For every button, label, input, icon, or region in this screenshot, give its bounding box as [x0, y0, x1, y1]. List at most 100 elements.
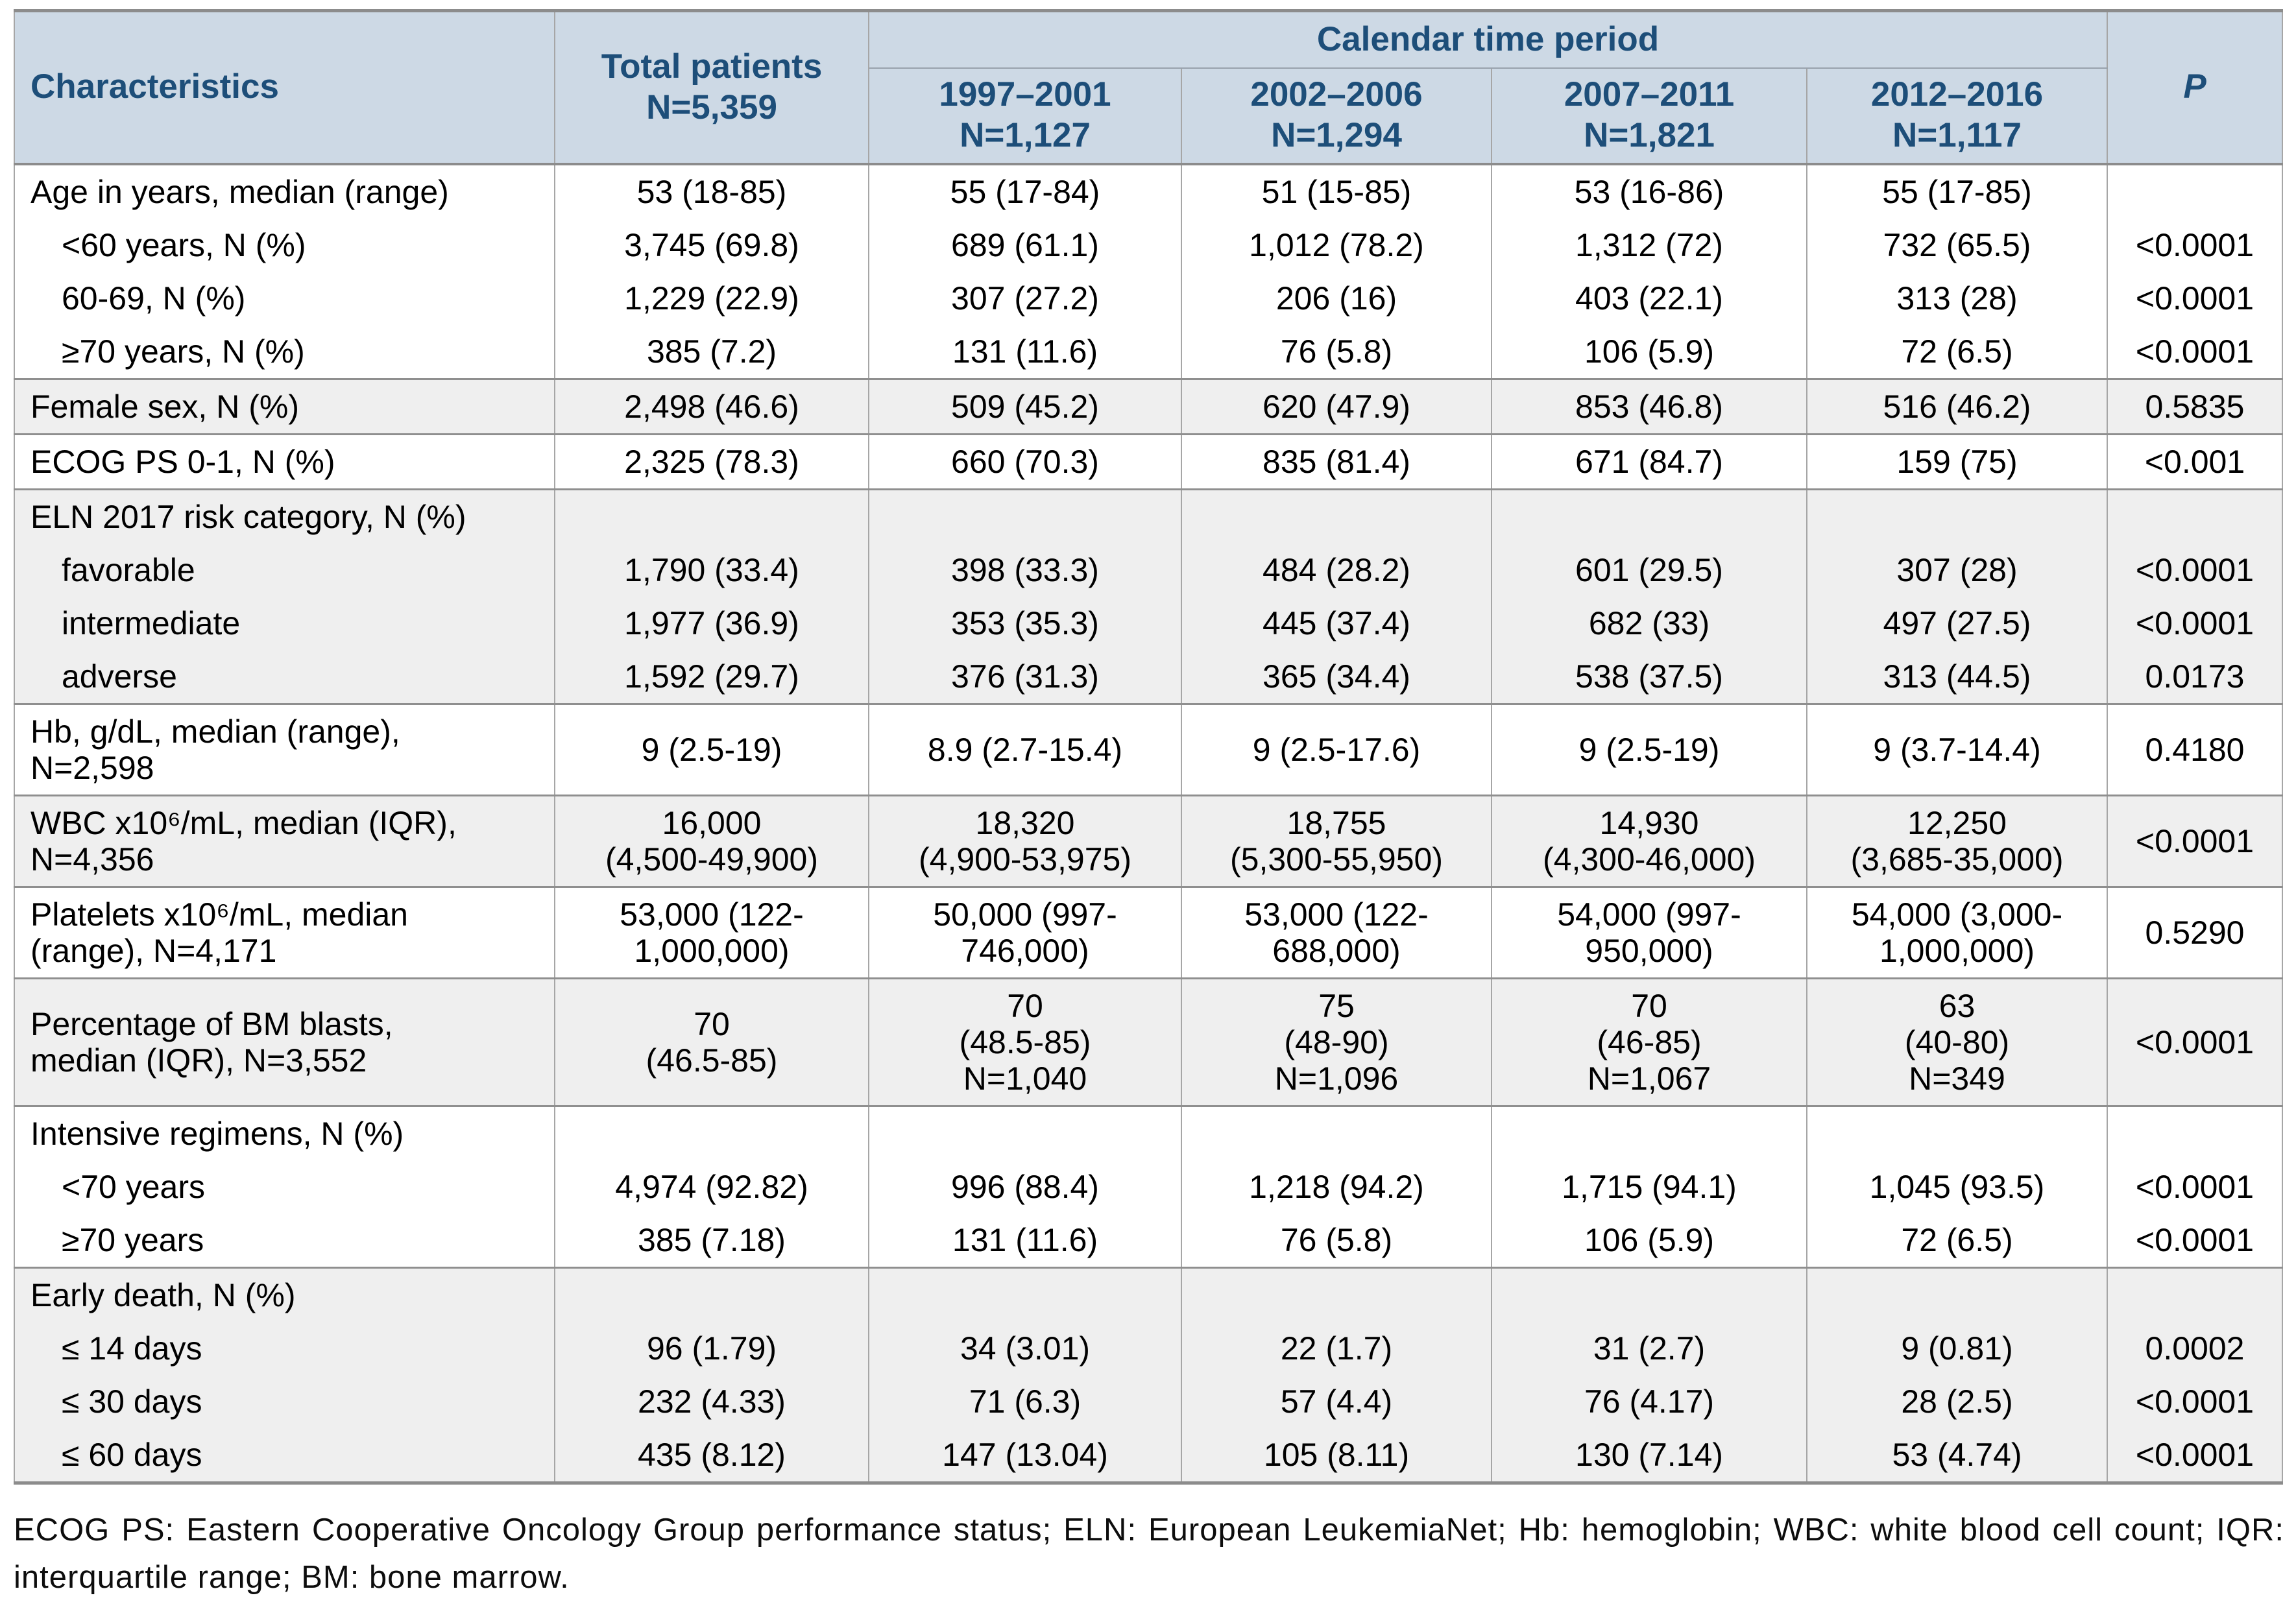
table-row: Intensive regimens, N (%) — [14, 1105, 2283, 1160]
data-cell: 72 (6.5) — [1806, 1213, 2108, 1267]
data-cell — [1491, 1266, 1807, 1322]
data-cell: 9 (3.7-14.4) — [1806, 702, 2108, 795]
data-cell: 484 (28.2) — [1181, 543, 1492, 597]
data-cell: 313 (44.5) — [1806, 649, 2108, 704]
p-value-cell: 0.5835 — [2107, 377, 2283, 434]
data-cell: 8.9 (2.7-15.4) — [868, 702, 1182, 795]
row-label: 60-69, N (%) — [14, 271, 555, 325]
data-cell: 28 (2.5) — [1806, 1374, 2108, 1428]
data-cell: 206 (16) — [1181, 271, 1492, 325]
data-cell: 72 (6.5) — [1806, 324, 2108, 379]
data-cell: 54,000 (3,000- 1,000,000) — [1806, 885, 2108, 978]
data-cell: 3,745 (69.8) — [554, 218, 869, 272]
table-row: ≥70 years, N (%) 385 (7.2) 131 (11.6) 76 (5… — [14, 324, 2283, 379]
row-label: WBC x10⁶/mL, median (IQR), N=4,356 — [14, 794, 555, 887]
data-cell: 853 (46.8) — [1491, 377, 1807, 434]
data-cell — [1806, 1266, 2108, 1322]
data-cell — [1806, 488, 2108, 544]
data-cell: 96 (1.79) — [554, 1321, 869, 1375]
data-cell: 689 (61.1) — [868, 218, 1182, 272]
p-value-cell — [2107, 1266, 2283, 1322]
data-cell: 63 (40-80) N=349 — [1806, 977, 2108, 1106]
table-row: adverse 1,592 (29.7) 376 (31.3) 365 (34.4) 5… — [14, 649, 2283, 704]
data-cell: 1,045 (93.5) — [1806, 1160, 2108, 1213]
table-row: Age in years, median (range) 53 (18-85) 55… — [14, 163, 2283, 219]
row-label: adverse — [14, 649, 555, 704]
data-cell: 106 (5.9) — [1491, 324, 1807, 379]
row-label: Female sex, N (%) — [14, 377, 555, 434]
data-cell: 313 (28) — [1806, 271, 2108, 325]
data-cell: 159 (75) — [1806, 433, 2108, 489]
data-cell: 2,325 (78.3) — [554, 433, 869, 489]
p-value-cell: 0.0002 — [2107, 1321, 2283, 1375]
col-header-period-2002-2006: 2002–2006 N=1,294 — [1181, 67, 1492, 165]
data-cell: 147 (13.04) — [868, 1428, 1182, 1483]
data-cell — [554, 1105, 869, 1160]
row-label: Age in years, median (range) — [14, 163, 555, 219]
data-cell: 497 (27.5) — [1806, 596, 2108, 650]
data-cell: 682 (33) — [1491, 596, 1807, 650]
data-cell: 620 (47.9) — [1181, 377, 1492, 434]
table-row: Female sex, N (%) 2,498 (46.6) 509 (45.2) 6… — [14, 377, 2283, 434]
data-cell — [1806, 1105, 2108, 1160]
row-label: Hb, g/dL, median (range), N=2,598 — [14, 702, 555, 795]
row-label: ≤ 14 days — [14, 1321, 555, 1375]
p-value-cell: 0.4180 — [2107, 702, 2283, 795]
col-header-characteristics: Characteristics — [14, 10, 555, 165]
data-cell: 365 (34.4) — [1181, 649, 1492, 704]
data-cell: 76 (5.8) — [1181, 1213, 1492, 1267]
data-cell: 1,977 (36.9) — [554, 596, 869, 650]
p-value-cell: <0.0001 — [2107, 1213, 2283, 1267]
row-label: <60 years, N (%) — [14, 218, 555, 272]
row-label: Intensive regimens, N (%) — [14, 1105, 555, 1160]
table-row: <70 years 4,974 (92.82) 996 (88.4) 1,218 (9… — [14, 1160, 2283, 1213]
data-cell: 53 (4.74) — [1806, 1428, 2108, 1483]
data-cell: 9 (2.5-19) — [554, 702, 869, 795]
data-cell: 601 (29.5) — [1491, 543, 1807, 597]
table-row: ≥70 years 385 (7.18) 131 (11.6) 76 (5.8) 106… — [14, 1213, 2283, 1267]
data-cell: 130 (7.14) — [1491, 1428, 1807, 1483]
table-row: favorable 1,790 (33.4) 398 (33.3) 484 (28.2… — [14, 543, 2283, 597]
data-cell: 732 (65.5) — [1806, 218, 2108, 272]
data-cell: 12,250 (3,685-35,000) — [1806, 794, 2108, 887]
data-cell: 385 (7.18) — [554, 1213, 869, 1267]
characteristics-table: Characteristics Total patients N=5,359 C… — [14, 9, 2283, 1485]
data-cell: 70 (46-85) N=1,067 — [1491, 977, 1807, 1106]
data-cell: 76 (5.8) — [1181, 324, 1492, 379]
data-cell: 76 (4.17) — [1491, 1374, 1807, 1428]
col-header-period-1997-2001: 1997–2001 N=1,127 — [868, 67, 1182, 165]
data-cell: 55 (17-85) — [1806, 163, 2108, 219]
data-cell: 53,000 (122- 1,000,000) — [554, 885, 869, 978]
p-value-cell — [2107, 488, 2283, 544]
p-value-cell: 0.0173 — [2107, 649, 2283, 704]
data-cell: 1,715 (94.1) — [1491, 1160, 1807, 1213]
col-header-period-2012-2016: 2012–2016 N=1,117 — [1806, 67, 2108, 165]
data-cell: 1,592 (29.7) — [554, 649, 869, 704]
row-label: ≤ 30 days — [14, 1374, 555, 1428]
data-cell: 4,974 (92.82) — [554, 1160, 869, 1213]
data-cell: 14,930 (4,300-46,000) — [1491, 794, 1807, 887]
table-row: Percentage of BM blasts, median (IQR), N… — [14, 977, 2283, 1106]
data-cell — [1181, 1105, 1492, 1160]
p-value-cell: <0.0001 — [2107, 271, 2283, 325]
data-cell: 53 (18-85) — [554, 163, 869, 219]
data-cell: 1,012 (78.2) — [1181, 218, 1492, 272]
col-header-total-patients: Total patients N=5,359 — [554, 10, 869, 165]
data-cell: 307 (28) — [1806, 543, 2108, 597]
data-cell — [868, 1105, 1182, 1160]
data-cell: 106 (5.9) — [1491, 1213, 1807, 1267]
table-row: ≤ 30 days 232 (4.33) 71 (6.3) 57 (4.4) 76 (4… — [14, 1374, 2283, 1428]
table-row: Platelets x10⁶/mL, median (range), N=4,1… — [14, 885, 2283, 978]
data-cell: 516 (46.2) — [1806, 377, 2108, 434]
data-cell: 105 (8.11) — [1181, 1428, 1492, 1483]
data-cell: 70 (48.5-85) N=1,040 — [868, 977, 1182, 1106]
data-cell: 54,000 (997- 950,000) — [1491, 885, 1807, 978]
data-cell: 70 (46.5-85) — [554, 977, 869, 1106]
p-value-cell — [2107, 1105, 2283, 1160]
row-label: Platelets x10⁶/mL, median (range), N=4,1… — [14, 885, 555, 978]
data-cell: 671 (84.7) — [1491, 433, 1807, 489]
footnote: ECOG PS: Eastern Cooperative Oncology Gr… — [14, 1512, 2284, 1596]
table-row: Early death, N (%) — [14, 1266, 2283, 1322]
data-cell — [868, 1266, 1182, 1322]
table-row: <60 years, N (%) 3,745 (69.8) 689 (61.1) 1,… — [14, 218, 2283, 272]
